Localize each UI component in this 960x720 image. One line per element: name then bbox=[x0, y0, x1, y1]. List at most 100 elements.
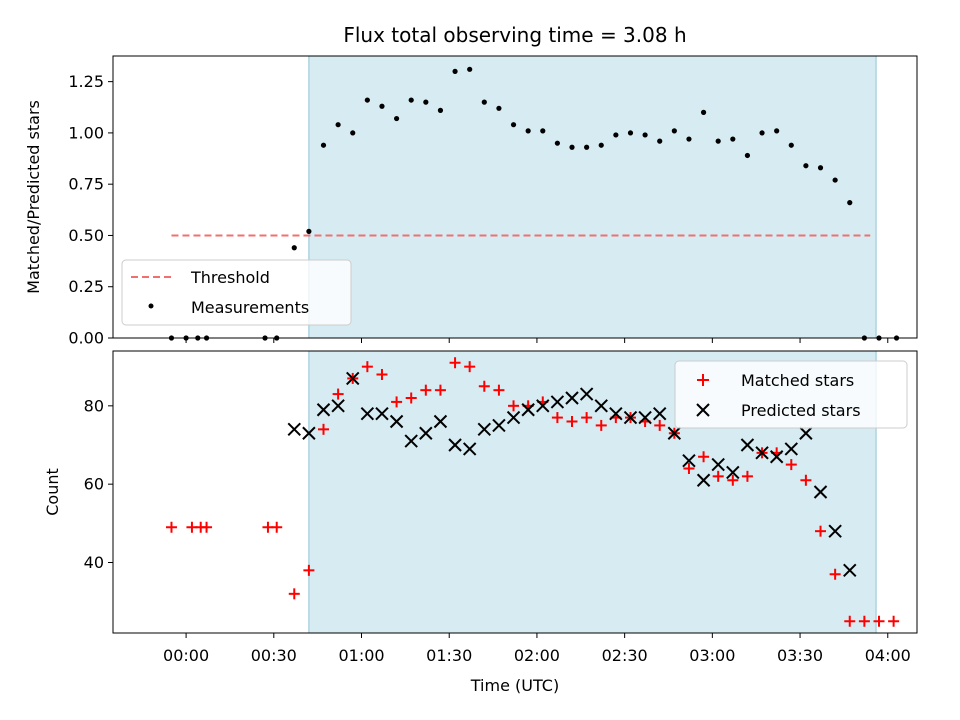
matched-star-point bbox=[271, 521, 283, 533]
matched-star-point bbox=[478, 380, 490, 392]
predicted-star-point bbox=[375, 406, 389, 421]
predicted-star-point bbox=[843, 563, 857, 578]
matched-star-point bbox=[551, 412, 563, 424]
predicted-star-point bbox=[477, 422, 492, 437]
measurement-point bbox=[510, 122, 517, 128]
xtick-label: 02:00 bbox=[514, 646, 560, 665]
measurements-legend-swatch bbox=[148, 303, 154, 309]
predicted-star-point bbox=[462, 442, 477, 456]
measurement-point bbox=[306, 228, 312, 234]
xtick-label: 03:00 bbox=[689, 646, 735, 665]
matched-star-point bbox=[464, 361, 476, 373]
matched-star-point bbox=[493, 384, 505, 396]
predicted-star-point bbox=[799, 426, 813, 440]
matched-star-point bbox=[815, 525, 827, 537]
matched-star-point bbox=[654, 419, 666, 431]
top-ytick-label: 0.00 bbox=[68, 329, 104, 348]
matched-star-point bbox=[800, 474, 812, 486]
measurement-point bbox=[700, 109, 707, 115]
predicted-star-point bbox=[565, 391, 579, 405]
bottom-ytick-label: 40 bbox=[84, 553, 104, 572]
matched-star-point bbox=[165, 521, 177, 533]
matched-legend-label: Matched stars bbox=[741, 371, 854, 390]
measurement-point bbox=[569, 144, 575, 150]
predicted-star-point bbox=[287, 422, 301, 437]
predicted-star-point bbox=[550, 395, 565, 409]
x-axis-label: Time (UTC) bbox=[470, 676, 559, 695]
observing-interval-shade bbox=[308, 55, 877, 339]
top-y-axis-label: Matched/Predicted stars bbox=[24, 100, 43, 294]
top-ytick-label: 0.50 bbox=[68, 226, 104, 245]
predicted-star-point bbox=[448, 438, 462, 452]
predicted-star-point bbox=[726, 465, 740, 480]
matched-star-point bbox=[712, 470, 724, 482]
predicted-star-point bbox=[389, 414, 404, 429]
predicted-star-point bbox=[740, 438, 755, 452]
predicted-star-point bbox=[813, 485, 828, 499]
measurement-point bbox=[788, 142, 794, 148]
measurement-point bbox=[452, 68, 458, 74]
matched-star-point bbox=[434, 384, 446, 396]
matched-star-point bbox=[829, 568, 841, 580]
matched-star-point bbox=[873, 615, 885, 627]
xtick-label: 04:00 bbox=[865, 646, 911, 665]
predicted-star-point bbox=[711, 457, 725, 472]
predicted-star-point bbox=[696, 473, 711, 487]
matched-star-point bbox=[391, 396, 403, 408]
top-ytick-label: 1.25 bbox=[68, 72, 104, 91]
measurement-point bbox=[350, 130, 356, 136]
matched-star-point bbox=[741, 470, 753, 482]
bottom-panel: 40 60 80 00:00 00:30 01:00 01:30 02:00 02:30 03:… bbox=[43, 350, 918, 695]
predicted-star-point bbox=[609, 406, 623, 421]
predicted-star-point bbox=[346, 371, 360, 386]
predicted-star-point bbox=[828, 524, 842, 538]
predicted-star-point bbox=[433, 414, 448, 429]
predicted-star-point bbox=[536, 399, 550, 413]
top-legend-box bbox=[121, 259, 352, 326]
predicted-legend-swatch bbox=[696, 403, 710, 417]
measurement-point bbox=[671, 128, 677, 134]
measurement-point bbox=[744, 152, 751, 159]
measurement-point bbox=[554, 140, 560, 146]
measurement-point bbox=[540, 128, 546, 134]
measurement-point bbox=[715, 138, 721, 144]
measurement-point bbox=[496, 105, 502, 111]
measurement-point bbox=[847, 200, 853, 206]
predicted-star-point bbox=[331, 399, 345, 413]
measurement-point bbox=[686, 136, 692, 142]
predicted-star-point bbox=[579, 387, 594, 401]
measurement-point bbox=[817, 165, 824, 171]
bottom-ytick-label: 80 bbox=[84, 396, 104, 415]
predicted-star-point bbox=[506, 410, 521, 425]
predicted-legend-label: Predicted stars bbox=[741, 401, 861, 420]
measurement-point bbox=[393, 115, 400, 122]
top-panel: 0.00 0.25 0.50 0.75 1.00 1.25 Matched/Predict… bbox=[24, 55, 918, 348]
predicted-star-point bbox=[492, 418, 506, 433]
measurement-point bbox=[730, 136, 736, 142]
bottom-axes-frame bbox=[112, 350, 918, 634]
measurement-point bbox=[364, 97, 370, 103]
measurement-point bbox=[774, 128, 780, 134]
predicted-star-point bbox=[769, 450, 784, 464]
xtick-label: 03:30 bbox=[777, 646, 823, 665]
predicted-star-point bbox=[360, 406, 375, 421]
matched-star-point bbox=[888, 615, 900, 627]
measurement-point bbox=[759, 130, 765, 136]
matched-star-point bbox=[844, 615, 856, 627]
measurement-point bbox=[335, 122, 341, 128]
matched-star-point bbox=[288, 588, 300, 600]
xtick-label: 01:30 bbox=[426, 646, 472, 665]
measurement-point bbox=[408, 97, 414, 103]
measurement-point bbox=[657, 138, 663, 144]
matched-legend-swatch bbox=[697, 374, 709, 386]
predicted-star-point bbox=[638, 410, 652, 425]
measurement-point bbox=[320, 142, 327, 148]
matched-star-point bbox=[727, 474, 739, 486]
matched-star-point bbox=[858, 615, 870, 627]
measurement-point bbox=[832, 177, 838, 183]
matched-star-point bbox=[698, 451, 710, 463]
matched-star-point bbox=[201, 521, 213, 533]
predicted-star-point bbox=[419, 426, 433, 440]
matched-star-point bbox=[376, 369, 388, 380]
